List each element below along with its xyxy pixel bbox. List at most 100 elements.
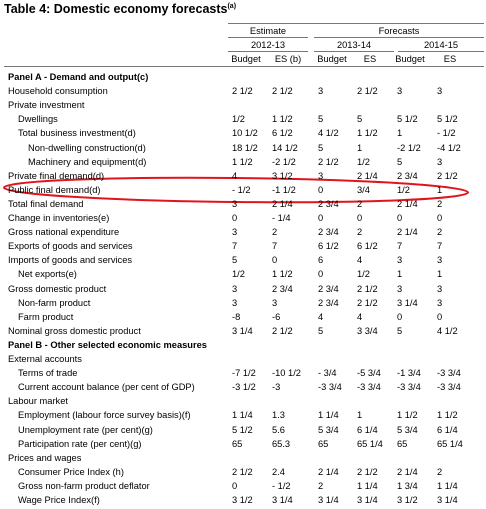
- cell-value: 0: [397, 213, 403, 223]
- cell-value: 1 3/4: [397, 480, 418, 491]
- row-label: Wage Price Index(f): [18, 495, 100, 505]
- cell-value: 2: [357, 227, 363, 238]
- cell-value: 1 1/4: [232, 410, 253, 421]
- year-rule: [398, 51, 484, 52]
- row-label: Public final demand(d): [8, 184, 101, 195]
- cell-value: -3 3/4: [437, 382, 461, 393]
- cell-value: 3: [397, 86, 403, 97]
- cell-value: 3 1/4: [232, 325, 253, 336]
- year-rule: [228, 51, 308, 52]
- cell-value: 1 1/2: [232, 156, 253, 167]
- cell-value: 5 1/2: [437, 114, 458, 125]
- cell-value: -3: [272, 382, 281, 393]
- row-label: Dwellings: [18, 114, 58, 125]
- cell-value: 6 1/2: [357, 241, 378, 252]
- cell-value: 1/2: [232, 269, 245, 280]
- cell-value: 6 1/2: [318, 241, 339, 252]
- column-header: ES: [363, 54, 377, 64]
- cell-value: 1 1/2: [357, 128, 378, 139]
- cell-value: -3 3/4: [357, 382, 381, 393]
- cell-value: 0: [232, 480, 238, 491]
- cell-value: 2: [272, 227, 278, 238]
- cell-value: 1 1/2: [437, 410, 458, 421]
- row-label: External accounts: [8, 354, 82, 364]
- cell-value: 2 3/4: [318, 283, 339, 294]
- cell-value: 7: [272, 241, 278, 252]
- row-label: Imports of goods and services: [8, 255, 133, 266]
- cell-value: 3: [232, 227, 238, 238]
- cell-value: 1: [437, 184, 443, 195]
- cell-value: 2 1/2: [232, 466, 253, 477]
- cell-value: 1/2: [357, 269, 370, 280]
- cell-value: 1: [357, 410, 363, 421]
- cell-value: 2 1/2: [272, 86, 293, 97]
- cell-value: 4: [357, 311, 363, 322]
- row-label: Total business investment(d): [18, 128, 136, 139]
- cell-value: 0: [397, 311, 403, 322]
- cell-value: 5: [318, 114, 324, 125]
- row-label: Current account balance (per cent of GDP…: [18, 382, 195, 393]
- cell-value: -2 1/2: [397, 142, 421, 153]
- cell-value: 2 3/4: [272, 283, 293, 294]
- year-header: 2013-14: [336, 40, 372, 50]
- cell-value: -4 1/2: [437, 142, 461, 153]
- cell-value: 2 1/4: [397, 198, 418, 209]
- cell-value: 5 3/4: [397, 424, 418, 435]
- cell-value: 4: [232, 170, 238, 181]
- cell-value: 2 1/4: [318, 466, 339, 477]
- cell-value: 3/4: [357, 184, 370, 195]
- cell-value: 2 1/4: [397, 227, 418, 238]
- group-header: Forecasts: [378, 26, 420, 36]
- column-header: Budget: [317, 54, 347, 64]
- column-header: ES (b): [274, 54, 302, 64]
- cell-value: 1/2: [397, 184, 410, 195]
- cell-value: - 1/2: [232, 184, 251, 195]
- cell-value: 3 1/2: [397, 495, 418, 505]
- cell-value: 65: [397, 438, 408, 449]
- cell-value: 2 3/4: [318, 227, 339, 238]
- cell-value: 1.3: [272, 410, 285, 421]
- cell-value: 65 1/4: [437, 438, 463, 449]
- cell-value: 1 1/4: [357, 480, 378, 491]
- column-header: Budget: [231, 54, 261, 64]
- cell-value: 3: [437, 255, 443, 266]
- year-rule: [314, 51, 394, 52]
- row-label: Non-farm product: [18, 297, 91, 308]
- cell-value: 65 1/4: [357, 438, 383, 449]
- cell-value: 2: [437, 466, 443, 477]
- row-label: Private investment: [8, 100, 85, 111]
- cell-value: 3 1/4: [272, 495, 293, 505]
- cell-value: 0: [272, 255, 278, 266]
- cell-value: 0: [318, 213, 324, 223]
- row-label: Consumer Price Index (h): [18, 466, 124, 477]
- year-header: 2014-15: [423, 40, 459, 50]
- cell-value: 2 3/4: [318, 297, 339, 308]
- cell-value: 3: [437, 156, 443, 167]
- cell-value: 3: [232, 283, 238, 294]
- cell-value: 1 1/2: [397, 410, 418, 421]
- group-rule: [228, 37, 308, 38]
- row-label: Exports of goods and services: [8, 241, 133, 252]
- cell-value: 65: [318, 438, 329, 449]
- row-label: Labour market: [8, 396, 68, 407]
- cell-value: 3 1/4: [437, 495, 458, 505]
- row-label: Gross national expenditure: [8, 227, 120, 238]
- cell-value: 7: [232, 241, 238, 252]
- cell-value: - 1/2: [272, 480, 291, 491]
- cell-value: -10 1/2: [272, 368, 301, 379]
- cell-value: 3: [232, 297, 238, 308]
- cell-value: 65: [232, 438, 243, 449]
- cell-value: 2 1/2: [232, 86, 253, 97]
- cell-value: 14 1/2: [272, 142, 298, 153]
- cell-value: 2 1/2: [272, 325, 293, 336]
- group-rule: [314, 37, 484, 38]
- cell-value: 2 1/2: [357, 283, 378, 294]
- cell-value: 1 1/2: [272, 269, 293, 280]
- row-label: Machinery and equipment(d): [28, 156, 147, 167]
- cell-value: 0: [318, 184, 324, 195]
- group-header: Estimate: [249, 26, 287, 36]
- cell-value: 5: [397, 156, 403, 167]
- cell-value: 3: [397, 283, 403, 294]
- cell-value: 2 3/4: [397, 170, 418, 181]
